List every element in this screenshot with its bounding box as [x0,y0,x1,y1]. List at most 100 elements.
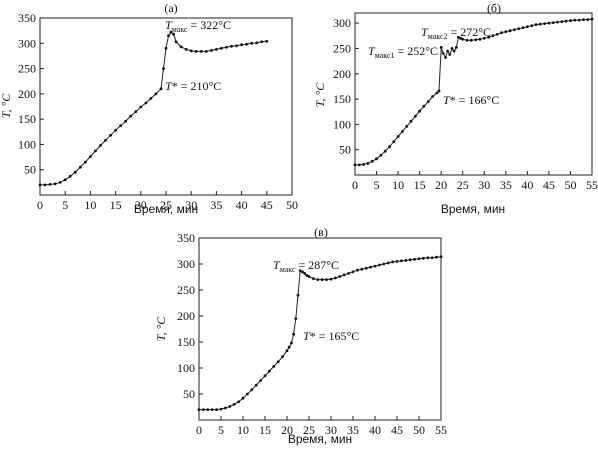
data-point [204,50,208,53]
data-point [353,163,357,167]
x-tick-label: 45 [261,198,273,212]
data-point [582,18,585,21]
y-tick-label: 200 [333,67,351,81]
data-point [342,273,346,277]
data-point [109,133,112,137]
y-tick-label: 250 [177,283,195,297]
data-point [366,162,370,165]
x-tick-label: 30 [478,178,490,192]
data-point [206,408,210,411]
data-point [104,139,107,142]
y-tick-label: 100 [333,117,351,131]
data-point [197,408,201,411]
data-point [329,277,333,281]
data-point [364,266,368,270]
data-point [404,259,408,262]
data-point [504,30,508,34]
plot-frame [39,17,293,196]
y-tick-label: 350 [177,231,195,245]
y-tick-label: 50 [339,143,351,157]
y-axis-label: T, °C [154,316,168,342]
data-point [465,38,469,42]
data-point [418,109,421,113]
annotation: Tмакс1 = 252°C [368,44,438,60]
data-point [68,174,72,178]
data-point [448,53,452,56]
data-point [401,130,404,133]
data-point [439,255,443,259]
data-point [114,128,117,132]
x-tick-label: 40 [369,423,381,437]
x-tick-label: 0 [352,178,358,192]
data-point [184,48,188,51]
y-tick-label: 350 [18,11,36,25]
data-point [543,22,546,25]
data-point [254,383,258,387]
x-tick-label: 50 [564,178,576,192]
annotation: T* = 165°C [303,329,359,343]
data-point [240,43,244,47]
y-tick-label: 150 [177,335,195,349]
y-tick-label: 150 [333,92,351,106]
data-point [134,110,138,113]
data-point [260,40,264,44]
x-tick-label: 25 [457,178,469,192]
data-point [139,105,143,109]
x-tick-label: 15 [414,178,426,192]
data-point [395,260,399,263]
x-tick-label: 15 [259,423,271,437]
data-point [119,124,122,128]
data-point [441,52,445,55]
data-point [215,48,218,51]
data-point [285,349,289,353]
data-point [391,260,394,264]
data-point [454,46,458,49]
x-tick-label: 40 [236,198,248,212]
data-point [144,101,148,105]
y-tick-label: 100 [177,361,195,375]
data-point [303,272,306,275]
data-point [290,341,293,345]
y-tick-label: 300 [333,16,351,30]
x-tick-label: 20 [435,178,447,192]
data-point [338,275,342,278]
data-point [347,272,350,275]
y-tick-label: 200 [177,309,195,323]
data-point [487,35,490,39]
plot-frame [198,237,442,421]
data-point [382,262,386,266]
data-point [210,49,213,52]
x-tick-label: 5 [374,178,380,192]
x-tick-label: 50 [413,423,425,437]
data-point [577,18,581,22]
data-point [334,276,337,280]
x-tick-label: 30 [185,198,197,212]
data-point [383,149,387,153]
chart-panel-2: 0 5 10 15 20 25 30 35 40 45 50 55 50 100 150 200 250 300 3… [154,225,447,446]
data-point [129,114,133,118]
data-point [169,30,173,34]
annotation: Tмакс = 322°C [165,18,231,34]
data-point [263,374,267,378]
data-point [590,17,594,21]
x-tick-label: 55 [435,423,447,437]
x-tick-label: 0 [196,423,202,437]
x-tick-label: 40 [521,178,533,192]
x-axis-label: Время, мин [134,202,198,216]
data-point [194,50,198,53]
data-point [435,255,438,259]
data-point [230,44,233,48]
x-tick-label: 0 [37,198,43,212]
panel-label: (а) [164,1,177,15]
data-point [287,345,291,349]
x-tick-label: 25 [160,198,172,212]
data-point [58,181,62,184]
data-point [53,182,57,186]
x-tick-label: 10 [392,178,404,192]
y-tick-label: 300 [177,257,195,271]
data-point [225,45,228,49]
data-point [452,49,456,53]
data-point [560,20,564,23]
data-point [246,392,249,396]
data-point [413,257,416,261]
